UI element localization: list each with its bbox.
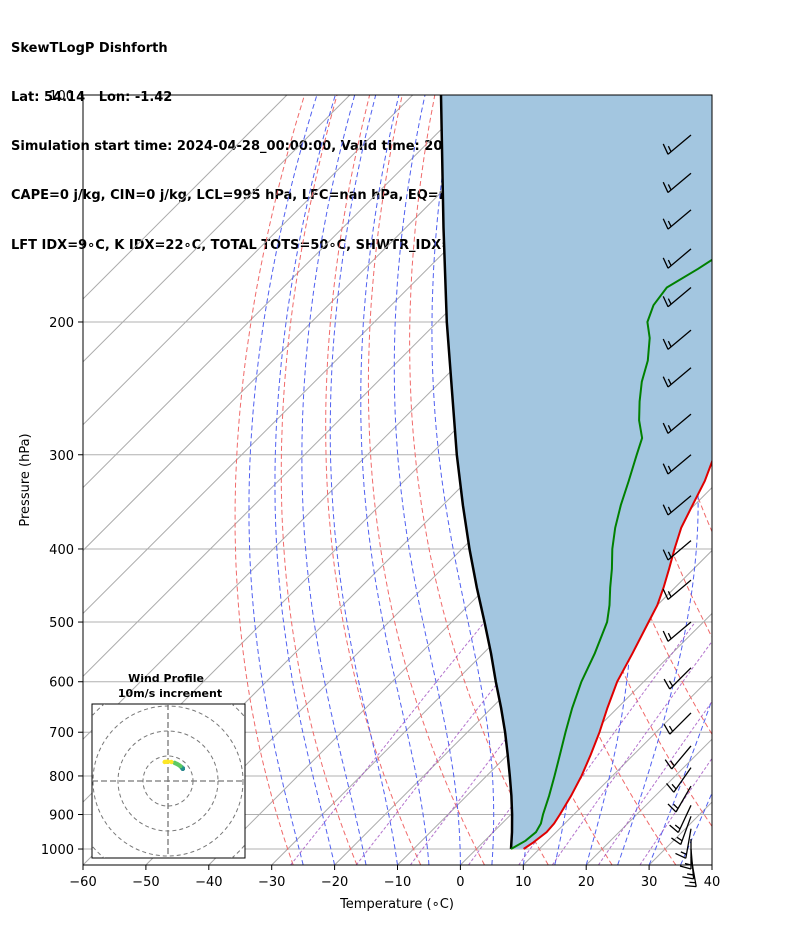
wind-barb bbox=[662, 248, 692, 269]
chart-title: SkewTLogP Dishforth bbox=[11, 40, 168, 56]
x-tick-label: −60 bbox=[69, 875, 96, 890]
x-tick-label: 20 bbox=[578, 875, 595, 890]
moist-adiabat-line bbox=[711, 863, 712, 865]
hodograph-point bbox=[169, 759, 174, 765]
y-axis: 100 200 300 400 500 600 700 800 900 1000 bbox=[41, 89, 83, 858]
y-tick-label: 800 bbox=[49, 770, 74, 785]
y-tick-label: 300 bbox=[49, 449, 74, 464]
isotherm-line bbox=[83, 95, 414, 426]
x-tick-label: −40 bbox=[195, 875, 222, 890]
cin-shaded-area bbox=[441, 95, 712, 849]
y-tick-label: 700 bbox=[49, 726, 74, 741]
x-axis-label: Temperature (∘C) bbox=[339, 897, 454, 912]
parcel-profile-line bbox=[439, 95, 514, 850]
temperature-profile-line bbox=[523, 458, 712, 850]
location-line: Lat: 54.14 Lon: -1.42 bbox=[11, 90, 173, 106]
y-tick-label: 900 bbox=[49, 809, 74, 824]
wind-barb bbox=[667, 785, 692, 813]
x-axis: −60 −50 −40 −30 −20 −10 0 10 20 30 40 bbox=[69, 865, 720, 890]
x-tick-label: −50 bbox=[132, 875, 159, 890]
wind-barbs bbox=[662, 134, 697, 888]
dry-adiabat-line bbox=[728, 95, 794, 865]
wind-barb bbox=[662, 454, 692, 475]
mixing-ratio-line bbox=[468, 621, 650, 865]
isotherm-line bbox=[711, 864, 712, 865]
wind-barb bbox=[662, 540, 692, 561]
isotherm-line bbox=[83, 95, 539, 552]
moist-adiabat-line bbox=[393, 95, 461, 865]
inset-title: Wind Profile bbox=[128, 672, 204, 685]
y-tick-label: 500 bbox=[49, 616, 74, 631]
y-axis-label: Pressure (hPa) bbox=[18, 433, 33, 526]
x-tick-label: −20 bbox=[321, 875, 348, 890]
isotherm-line bbox=[775, 95, 794, 865]
x-tick-label: 0 bbox=[456, 875, 464, 890]
moist-adiabat-line bbox=[648, 698, 712, 865]
x-tick-label: 40 bbox=[704, 875, 721, 890]
y-tick-label: 600 bbox=[49, 676, 74, 691]
moist-adiabat-line bbox=[431, 95, 495, 865]
y-tick-label: 400 bbox=[49, 543, 74, 558]
wind-barb bbox=[662, 367, 692, 388]
wind-barb bbox=[662, 413, 692, 434]
inset-subtitle: 10m/s increment bbox=[118, 687, 222, 700]
isotherm-line bbox=[334, 486, 712, 865]
wind-profile-inset: Wind Profile 10m/s increment bbox=[91, 672, 246, 859]
wind-barb bbox=[664, 745, 692, 770]
mixing-ratio-line bbox=[551, 640, 712, 865]
wind-barb bbox=[662, 579, 692, 600]
wind-barb bbox=[662, 495, 692, 516]
wind-barb bbox=[662, 172, 692, 194]
x-tick-label: −10 bbox=[384, 875, 411, 890]
wind-barb bbox=[662, 286, 692, 308]
x-tick-label: 30 bbox=[641, 875, 658, 890]
y-tick-label: 1000 bbox=[41, 843, 74, 858]
wind-barb bbox=[663, 712, 692, 735]
y-tick-label: 100 bbox=[49, 89, 74, 104]
wind-barb bbox=[669, 805, 692, 833]
wind-barb bbox=[662, 621, 692, 642]
isotherm-line bbox=[83, 95, 476, 489]
wind-barb bbox=[671, 816, 692, 846]
moist-adiabat-line bbox=[360, 95, 430, 865]
dry-adiabat-line bbox=[234, 95, 305, 865]
wind-barb bbox=[662, 329, 692, 350]
dewpoint-profile-line bbox=[510, 258, 712, 850]
mixing-ratio-line bbox=[639, 757, 712, 865]
mixing-ratio-line bbox=[290, 621, 485, 865]
moist-adiabat-line bbox=[248, 95, 318, 865]
wind-barb bbox=[662, 134, 692, 155]
dry-adiabat-line bbox=[280, 95, 358, 865]
dry-adiabat-line bbox=[325, 95, 422, 865]
wind-barb bbox=[662, 209, 692, 230]
isotherm-line bbox=[522, 675, 712, 865]
x-tick-label: −30 bbox=[258, 875, 285, 890]
moist-adiabat-line bbox=[301, 95, 367, 865]
mixing-ratio-line bbox=[597, 700, 712, 865]
moist-adiabat-line bbox=[680, 791, 712, 865]
x-tick-label: 10 bbox=[515, 875, 532, 890]
wind-barb bbox=[675, 828, 692, 859]
profile-lines bbox=[439, 95, 712, 850]
moist-adiabat-line bbox=[274, 95, 336, 865]
dry-adiabat-line bbox=[761, 95, 794, 865]
isotherm-line bbox=[83, 95, 351, 363]
hodograph-point bbox=[162, 759, 167, 765]
isotherm-line bbox=[83, 95, 288, 300]
wind-barb bbox=[666, 767, 692, 793]
moist-adiabat-line bbox=[329, 95, 398, 865]
dry-adiabat-line bbox=[367, 95, 485, 865]
y-tick-label: 200 bbox=[49, 316, 74, 331]
wind-barb bbox=[663, 667, 692, 690]
